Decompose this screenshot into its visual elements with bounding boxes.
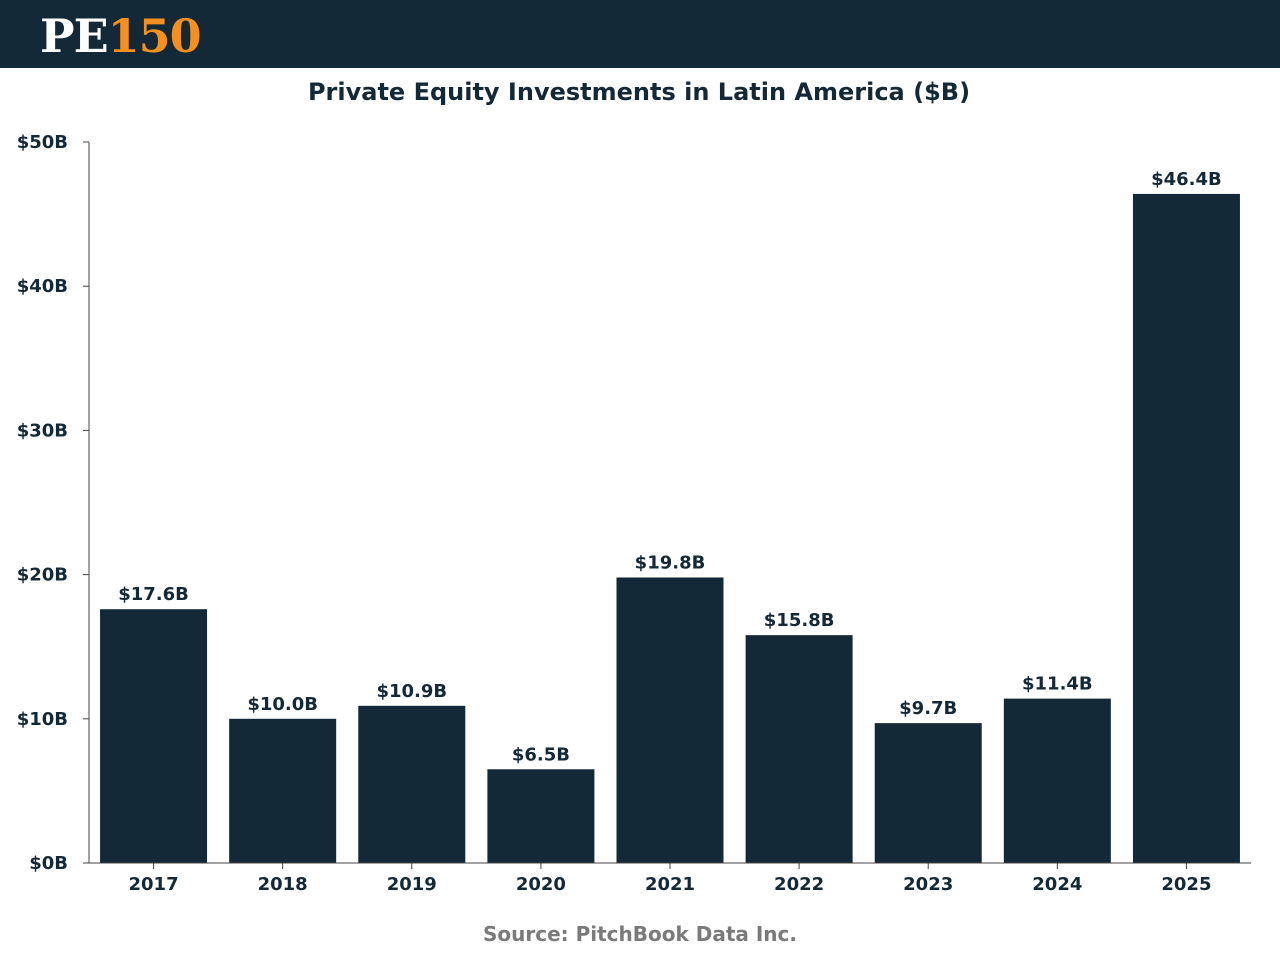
logo-pe-text: PE bbox=[40, 9, 109, 63]
bar bbox=[745, 635, 853, 863]
x-tick-label: 2017 bbox=[129, 874, 179, 895]
data-label: $11.4B bbox=[1022, 674, 1093, 695]
bar bbox=[487, 769, 595, 863]
pe150-logo: PE150 bbox=[40, 8, 202, 64]
header-bar: PE150 bbox=[0, 0, 1280, 68]
bar bbox=[1132, 193, 1240, 864]
x-tick-label: 2025 bbox=[1161, 874, 1211, 895]
y-tick-label: $30B bbox=[17, 420, 68, 441]
y-tick-label: $0B bbox=[29, 853, 68, 874]
data-label: $46.4B bbox=[1151, 169, 1222, 190]
x-tick-label: 2023 bbox=[903, 874, 953, 895]
y-tick-label: $40B bbox=[17, 276, 68, 297]
chart-title: Private Equity Investments in Latin Amer… bbox=[308, 78, 970, 106]
data-label: $9.7B bbox=[899, 698, 957, 719]
data-label: $6.5B bbox=[512, 744, 570, 765]
source-note: Source: PitchBook Data Inc. bbox=[482, 922, 798, 946]
x-tick-label: 2024 bbox=[1032, 874, 1082, 895]
data-label: $19.8B bbox=[635, 552, 706, 573]
y-tick-label: $50B bbox=[17, 132, 68, 153]
x-tick-label: 2020 bbox=[516, 874, 566, 895]
bar bbox=[1003, 698, 1111, 863]
y-tick-label: $10B bbox=[17, 709, 68, 730]
y-tick-label: $20B bbox=[17, 565, 68, 586]
x-axis: 2017 2018 2019 2020 2021 2022 2023 2024 2025 bbox=[83, 862, 1251, 895]
data-label: $15.8B bbox=[764, 610, 835, 631]
x-tick-label: 2022 bbox=[774, 874, 824, 895]
bar bbox=[874, 723, 982, 863]
bar bbox=[358, 705, 466, 863]
data-label: $10.9B bbox=[376, 681, 447, 702]
bar bbox=[616, 577, 724, 863]
y-axis: $0B $10B $20B $30B $40B $50B bbox=[17, 132, 90, 874]
bar bbox=[229, 718, 337, 863]
x-tick-label: 2021 bbox=[645, 874, 695, 895]
data-label: $10.0B bbox=[247, 694, 318, 715]
logo-number-text: 150 bbox=[107, 9, 202, 63]
x-tick-label: 2019 bbox=[387, 874, 437, 895]
bar bbox=[100, 609, 208, 863]
data-label: $17.6B bbox=[118, 584, 189, 605]
x-tick-label: 2018 bbox=[258, 874, 308, 895]
bars-group: $17.6B $10.0B $10.9B $6.5B $19.8B $15.8B $9.7B… bbox=[100, 169, 1240, 864]
bar-chart: Private Equity Investments in Latin Amer… bbox=[17, 78, 1251, 895]
